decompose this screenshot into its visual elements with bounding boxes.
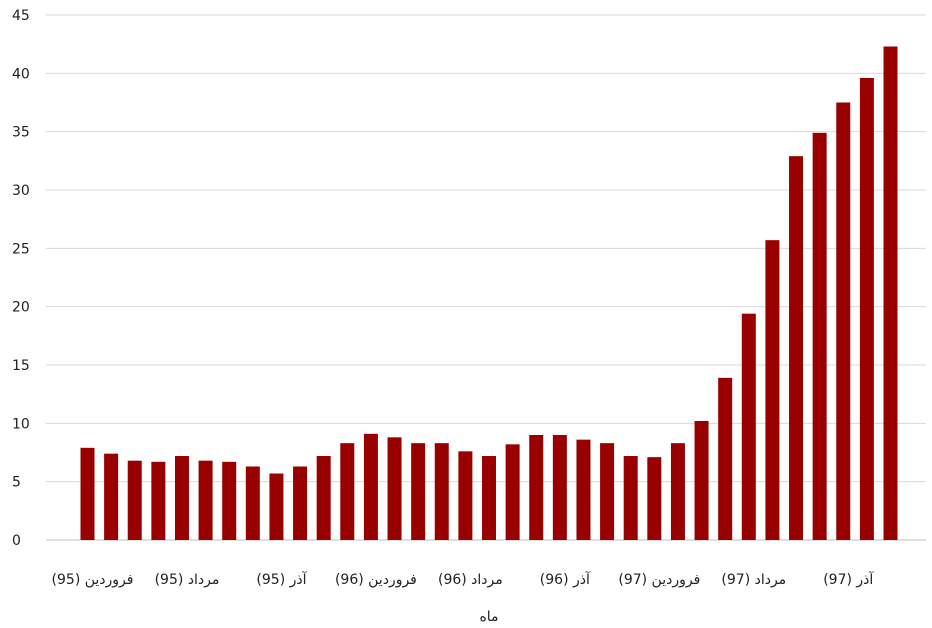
- bar: [411, 443, 426, 540]
- bar: [104, 453, 119, 540]
- bar: [765, 240, 780, 540]
- y-tick-label: 0: [12, 533, 21, 549]
- x-tick-label: فروردین (97): [618, 572, 700, 588]
- bar: [269, 473, 284, 540]
- bars: [80, 46, 898, 541]
- x-tick-label: مرداد (95): [155, 572, 220, 588]
- bar: [718, 377, 733, 540]
- bar: [836, 102, 851, 540]
- y-axis-ticks: 0 5 10 15 20 25 30 35 40 45: [12, 8, 30, 549]
- y-tick-label: 20: [12, 300, 30, 316]
- y-tick-label: 35: [12, 125, 30, 141]
- x-axis-title: ماه: [479, 609, 498, 625]
- x-tick-label: مرداد (96): [438, 572, 503, 588]
- bar: [151, 461, 166, 540]
- bar: [174, 456, 189, 540]
- bar: [600, 443, 615, 540]
- bar: [458, 451, 473, 540]
- x-tick-label: آذر (97): [823, 571, 874, 588]
- x-axis-ticks: فروردین (95) مرداد (95) آذر (95) فروردین (9…: [52, 571, 875, 588]
- bar: [647, 457, 662, 540]
- y-tick-label: 15: [12, 358, 30, 374]
- bar: [529, 435, 544, 540]
- bar: [883, 46, 898, 540]
- bar: [859, 78, 874, 540]
- bar: [576, 439, 591, 540]
- y-tick-label: 30: [12, 183, 30, 199]
- bar: [552, 435, 567, 540]
- bar: [482, 456, 496, 540]
- bar: [812, 132, 827, 541]
- bar: [505, 444, 520, 540]
- bar: [434, 443, 449, 540]
- bar: [293, 466, 308, 540]
- bar: [80, 447, 95, 540]
- bar: [245, 466, 260, 540]
- bar: [741, 313, 756, 540]
- y-tick-label: 40: [12, 66, 30, 82]
- x-tick-label: مرداد (97): [721, 572, 786, 588]
- bar: [363, 433, 378, 540]
- x-tick-label: فروردین (96): [335, 572, 417, 588]
- y-tick-label: 45: [12, 8, 30, 24]
- bar: [789, 156, 804, 540]
- bar: [387, 437, 402, 540]
- bar: [316, 456, 331, 540]
- bar: [340, 443, 355, 540]
- y-tick-label: 10: [12, 416, 30, 432]
- y-tick-label: 25: [12, 241, 30, 257]
- bar: [222, 461, 237, 540]
- bar: [127, 460, 142, 540]
- x-tick-label: آذر (96): [540, 571, 591, 588]
- gridlines: [46, 14, 926, 541]
- y-tick-label: 5: [12, 475, 21, 491]
- x-tick-label: فروردین (95): [52, 572, 134, 588]
- bar: [198, 460, 213, 540]
- bar: [694, 421, 709, 540]
- bar: [623, 456, 638, 540]
- x-tick-label: آذر (95): [256, 571, 307, 588]
- bar: [670, 443, 685, 540]
